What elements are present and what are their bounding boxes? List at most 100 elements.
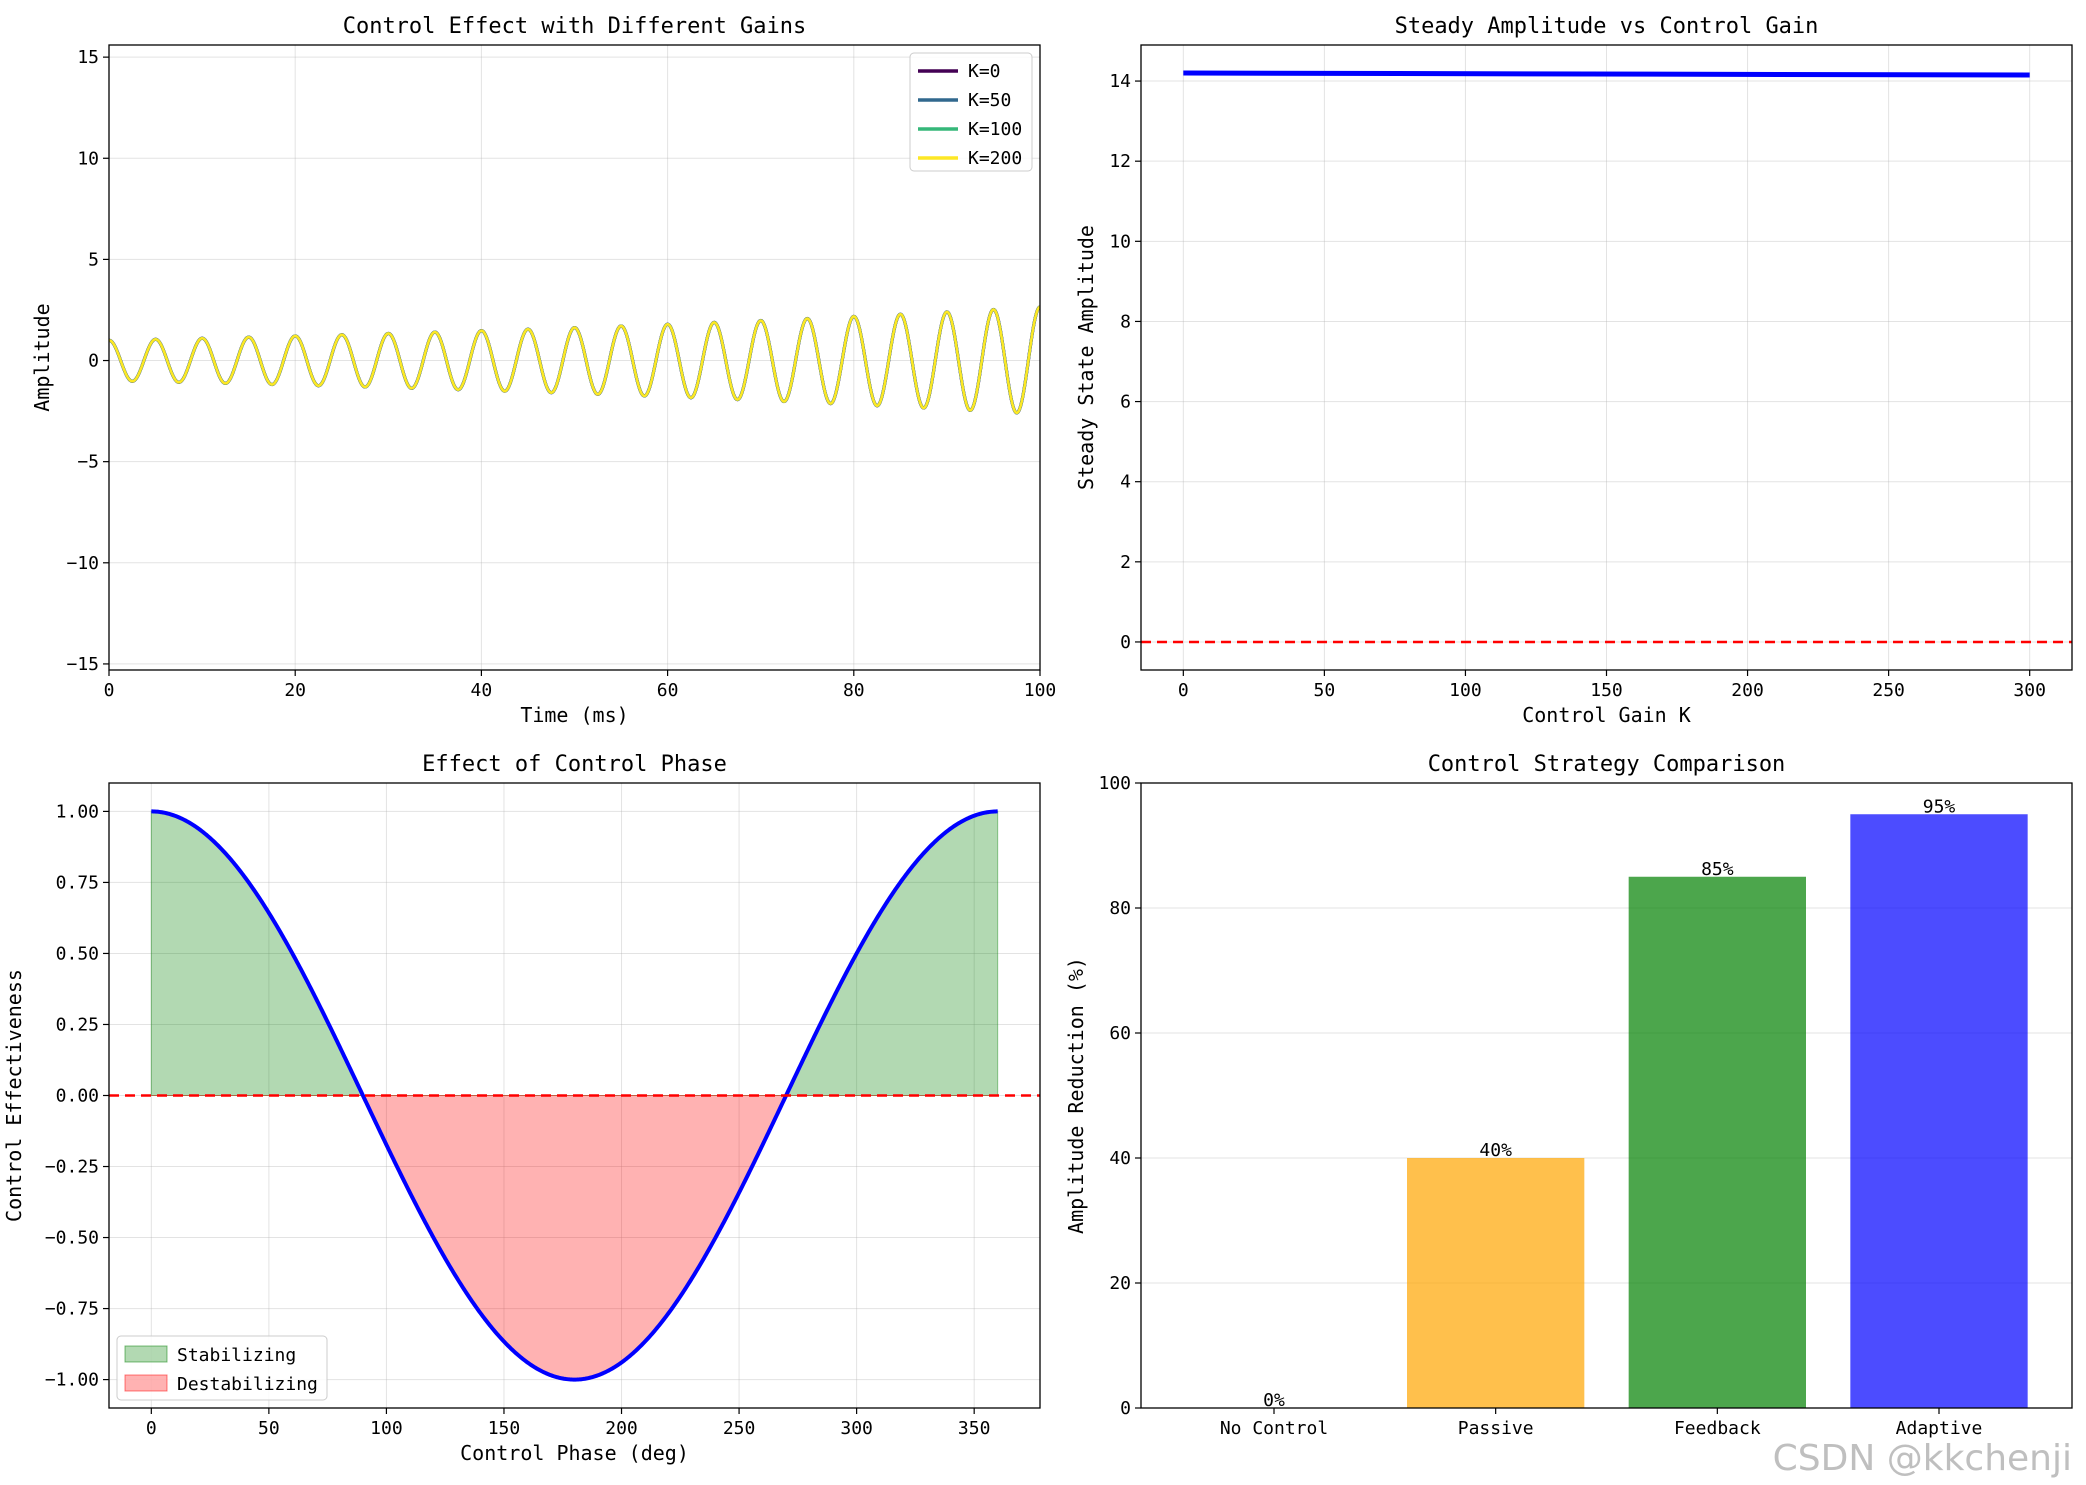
legend-swatch xyxy=(124,1345,168,1363)
y-tick-label: −10 xyxy=(66,553,99,574)
effectiveness-curve xyxy=(151,809,998,1382)
legend-box xyxy=(116,1335,328,1401)
x-tick-label: 200 xyxy=(1731,680,1764,701)
legend-label: K=50 xyxy=(968,90,1011,111)
watermark: CSDN @kkchenji xyxy=(1772,1438,2072,1479)
x-tick-label: 40 xyxy=(471,680,493,701)
y-tick-label: 10 xyxy=(1109,231,1131,252)
x-tick-label: 250 xyxy=(723,1418,756,1439)
y-axis-label: Control Effectiveness xyxy=(2,969,26,1222)
y-tick-label: 12 xyxy=(1109,151,1131,172)
x-axis-label: Control Gain K xyxy=(1522,703,1691,727)
y-tick-label: 14 xyxy=(1109,71,1131,92)
legend-box xyxy=(909,52,1033,172)
legend-label: Destabilizing xyxy=(177,1374,318,1395)
y-tick-label: 0.25 xyxy=(56,1014,99,1035)
legend-label: K=0 xyxy=(968,61,1001,82)
x-tick-label: 350 xyxy=(958,1418,991,1439)
x-tick-label: 60 xyxy=(657,680,679,701)
steady-amplitude-line xyxy=(1183,70,2030,78)
bar-data-label: 95% xyxy=(1923,796,1956,817)
x-tick-label: 100 xyxy=(1449,680,1482,701)
x-tick-label: 50 xyxy=(1314,680,1336,701)
y-tick-label: 60 xyxy=(1109,1023,1131,1044)
y-axis-label: Amplitude Reduction (%) xyxy=(1064,957,1088,1234)
chart-title: Steady Amplitude vs Control Gain xyxy=(1395,14,1819,39)
chart-title: Control Effect with Different Gains xyxy=(343,14,807,39)
y-tick-label: 80 xyxy=(1109,898,1131,919)
y-tick-label: −1.00 xyxy=(45,1370,99,1391)
y-tick-label: −0.50 xyxy=(45,1228,99,1249)
y-tick-label: 6 xyxy=(1120,392,1131,413)
bar-data-label: 0% xyxy=(1263,1390,1285,1411)
x-tick-label: 200 xyxy=(605,1418,638,1439)
axes-frame xyxy=(108,782,1041,1409)
legend: K=0 K=50 K=100 K=200 xyxy=(909,52,1033,172)
y-tick-label: 40 xyxy=(1109,1148,1131,1169)
x-tick-label: No Control xyxy=(1220,1418,1328,1439)
x-tick-label: Feedback xyxy=(1674,1418,1761,1439)
y-tick-label: −5 xyxy=(77,452,99,473)
y-tick-label: 15 xyxy=(77,47,99,68)
y-tick-label: 0.75 xyxy=(56,872,99,893)
bar-data-label: 40% xyxy=(1479,1140,1512,1161)
y-tick-label: 0.00 xyxy=(56,1086,99,1107)
axes-frame xyxy=(108,44,1041,671)
bar-feedback xyxy=(1628,876,1806,1408)
series-line-k-0 xyxy=(109,305,1040,415)
chart-title: Effect of Control Phase xyxy=(422,752,727,777)
legend-label: K=100 xyxy=(968,119,1022,140)
x-tick-label: Passive xyxy=(1458,1418,1534,1439)
x-tick-label: 80 xyxy=(843,680,865,701)
y-tick-label: 4 xyxy=(1120,472,1131,493)
y-tick-label: 100 xyxy=(1098,773,1131,794)
y-tick-label: 20 xyxy=(1109,1273,1131,1294)
x-tick-label: 0 xyxy=(1178,680,1189,701)
x-tick-label: 300 xyxy=(840,1418,873,1439)
y-tick-label: 2 xyxy=(1120,552,1131,573)
y-tick-label: 10 xyxy=(77,148,99,169)
legend-swatch xyxy=(124,1374,168,1392)
series-line-k-200 xyxy=(109,305,1040,415)
legend-label: Stabilizing xyxy=(177,1345,296,1366)
x-axis-label: Control Phase (deg) xyxy=(460,1441,689,1465)
steady-panel: 0 50 100 150 200 250 300 0 2 4 6 8 10 12 14 Steady Ampl… xyxy=(1074,14,2073,727)
series-line-k-100 xyxy=(109,305,1040,415)
x-tick-label: 20 xyxy=(284,680,306,701)
x-tick-label: 100 xyxy=(1024,680,1057,701)
y-tick-label: 0.50 xyxy=(56,943,99,964)
y-tick-label: −0.25 xyxy=(45,1157,99,1178)
x-tick-label: 300 xyxy=(2013,680,2046,701)
bar-passive xyxy=(1407,1158,1585,1408)
x-tick-label: 150 xyxy=(488,1418,521,1439)
y-axis-label: Steady State Amplitude xyxy=(1074,225,1098,490)
gains-panel: 0 20 40 60 80 100 −15 −10 −5 0 5 10 15 Control Effect… xyxy=(30,14,1056,727)
y-tick-label: 0 xyxy=(1120,632,1131,653)
y-tick-label: −15 xyxy=(66,654,99,675)
x-tick-label: 150 xyxy=(1590,680,1623,701)
x-axis-label: Time (ms) xyxy=(520,703,628,727)
y-axis-label: Amplitude xyxy=(30,303,54,411)
legend: Stabilizing Destabilizing xyxy=(116,1335,328,1401)
x-tick-label: 0 xyxy=(104,680,115,701)
x-tick-label: 50 xyxy=(258,1418,280,1439)
y-tick-label: 5 xyxy=(88,249,99,270)
chart-title: Control Strategy Comparison xyxy=(1428,752,1786,777)
y-tick-label: 0 xyxy=(1120,1398,1131,1419)
series-line-k-50 xyxy=(109,305,1040,415)
y-tick-label: 1.00 xyxy=(56,801,99,822)
x-tick-label: 0 xyxy=(146,1418,157,1439)
phase-panel: 0 50 100 150 200 250 300 350 −1.00 −0.75 −0.50 −0.2… xyxy=(2,752,1041,1465)
axes-frame xyxy=(1140,44,2073,671)
y-tick-label: 0 xyxy=(88,351,99,372)
bar-adaptive xyxy=(1850,814,2028,1408)
x-tick-label: 100 xyxy=(370,1418,403,1439)
strategy-panel: 0 20 40 60 80 100 Control Strategy Comparison A… xyxy=(1064,752,2073,1439)
axes-frame xyxy=(1140,782,2073,1409)
y-tick-label: −0.75 xyxy=(45,1299,99,1320)
bar-data-label: 85% xyxy=(1701,859,1734,880)
y-tick-label: 8 xyxy=(1120,311,1131,332)
legend-label: K=200 xyxy=(968,148,1022,169)
x-tick-label: 250 xyxy=(1872,680,1905,701)
